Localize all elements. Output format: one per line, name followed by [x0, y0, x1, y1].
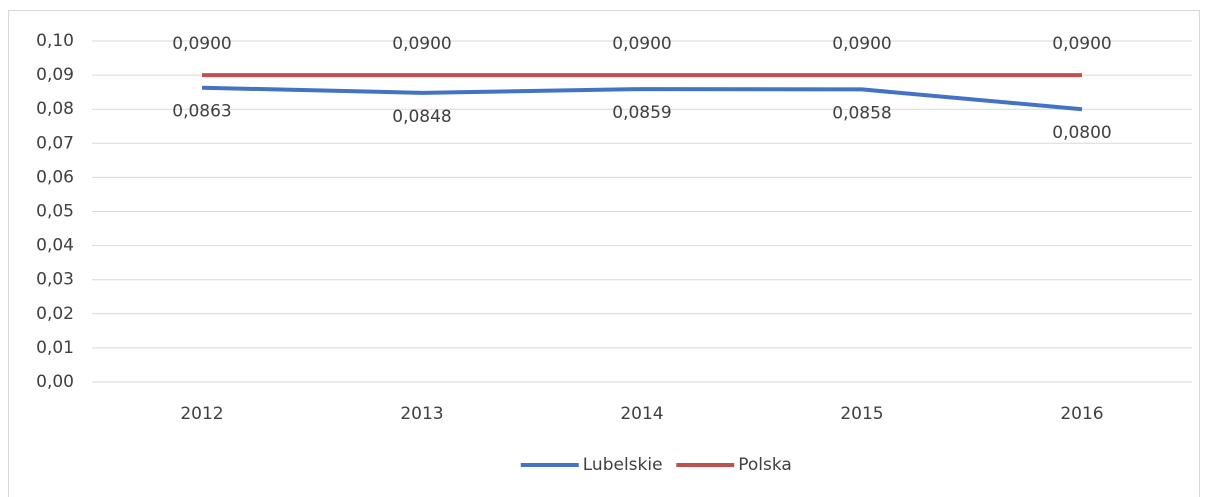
- data-label: 0,0863: [172, 102, 231, 122]
- data-label: 0,0900: [832, 34, 891, 54]
- y-tick-label: 0,09: [36, 65, 74, 85]
- data-label: 0,0900: [612, 34, 671, 54]
- y-tick-label: 0,05: [36, 202, 74, 222]
- y-tick-label: 0,01: [36, 338, 74, 358]
- x-tick-label: 2014: [620, 404, 663, 424]
- y-tick-label: 0,02: [36, 304, 74, 324]
- y-tick-label: 0,07: [36, 133, 74, 153]
- data-label: 0,0858: [832, 103, 891, 123]
- y-tick-label: 0,08: [36, 99, 74, 119]
- x-tick-label: 2016: [1060, 404, 1103, 424]
- x-tick-label: 2013: [400, 404, 443, 424]
- y-tick-label: 0,03: [36, 270, 74, 290]
- data-label: 0,0859: [612, 103, 671, 123]
- x-tick-label: 2012: [180, 404, 223, 424]
- data-label: 0,0900: [1052, 34, 1111, 54]
- data-label: 0,0900: [172, 34, 231, 54]
- legend-label: Lubelskie: [583, 455, 663, 475]
- x-tick-label: 2015: [840, 404, 883, 424]
- y-tick-label: 0,10: [36, 31, 74, 51]
- data-label: 0,0800: [1052, 123, 1111, 143]
- legend-label: Polska: [738, 455, 792, 475]
- data-label: 0,0848: [392, 107, 451, 127]
- chart-border: [8, 10, 1200, 497]
- y-tick-label: 0,00: [36, 372, 74, 392]
- series-line: [201, 85, 1083, 112]
- data-label: 0,0900: [392, 34, 451, 54]
- y-tick-label: 0,06: [36, 167, 74, 187]
- y-tick-label: 0,04: [36, 236, 74, 256]
